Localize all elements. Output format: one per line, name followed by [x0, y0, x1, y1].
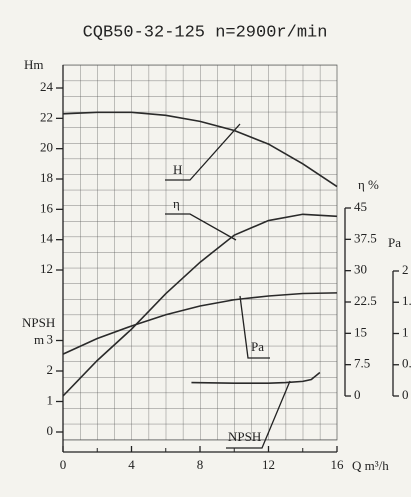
- y-tick-label: 15: [354, 324, 367, 339]
- y-tick-label: 20: [40, 140, 53, 155]
- y-tick-label: 0: [354, 387, 361, 402]
- curve-label: Pa: [251, 339, 264, 354]
- curve-label: H: [173, 162, 182, 177]
- y-axis-label: Hm: [24, 57, 44, 72]
- y-tick-label: 1: [47, 392, 54, 407]
- y-tick-label: 2: [402, 262, 409, 277]
- curve-label: NPSH: [228, 429, 261, 444]
- power-axis-label: Pa: [388, 235, 401, 250]
- curve: [62, 292, 338, 355]
- x-tick-label: 16: [331, 457, 345, 472]
- x-tick-label: 0: [60, 457, 67, 472]
- y-tick-label: 2: [47, 362, 54, 377]
- y-tick-label: 45: [354, 199, 367, 214]
- y-tick-label: 22: [40, 109, 53, 124]
- x-tick-label: 8: [197, 457, 204, 472]
- npsh-axis-label: NPSH: [22, 315, 55, 330]
- y-tick-label: 12: [40, 261, 53, 276]
- leader-line: [165, 213, 237, 241]
- y-tick-label: 22.5: [354, 293, 377, 308]
- chart-title: CQB50-32-125 n=2900r/min: [83, 23, 328, 42]
- x-tick-label: 4: [128, 457, 135, 472]
- y-tick-label: 1.5: [402, 293, 411, 308]
- y-tick-label: 0: [402, 387, 409, 402]
- y-tick-label: 37.5: [354, 230, 377, 245]
- y-tick-label: 24: [40, 79, 54, 94]
- grid: [62, 64, 338, 441]
- y-tick-label: 3: [47, 331, 54, 346]
- y-tick-label: 18: [40, 170, 53, 185]
- y-tick-label: 0.5: [402, 356, 411, 371]
- y-tick-label: 0: [47, 423, 54, 438]
- y-tick-label: 30: [354, 262, 367, 277]
- curve-label: η: [173, 196, 180, 211]
- y-tick-label: 1: [402, 324, 409, 339]
- curve: [62, 111, 338, 188]
- npsh-axis-label: m: [34, 332, 44, 347]
- x-axis-label: Q m³/h: [352, 458, 389, 473]
- leader-line: [226, 380, 291, 449]
- curve: [62, 213, 338, 397]
- curve: [191, 371, 321, 384]
- y-tick-label: 7.5: [354, 356, 370, 371]
- leader-line: [165, 123, 241, 181]
- leader-line: [239, 295, 270, 359]
- y-tick-label: 14: [40, 231, 54, 246]
- x-tick-label: 12: [262, 457, 275, 472]
- y-tick-label: 16: [40, 200, 54, 215]
- eff-axis-label: η %: [358, 177, 379, 192]
